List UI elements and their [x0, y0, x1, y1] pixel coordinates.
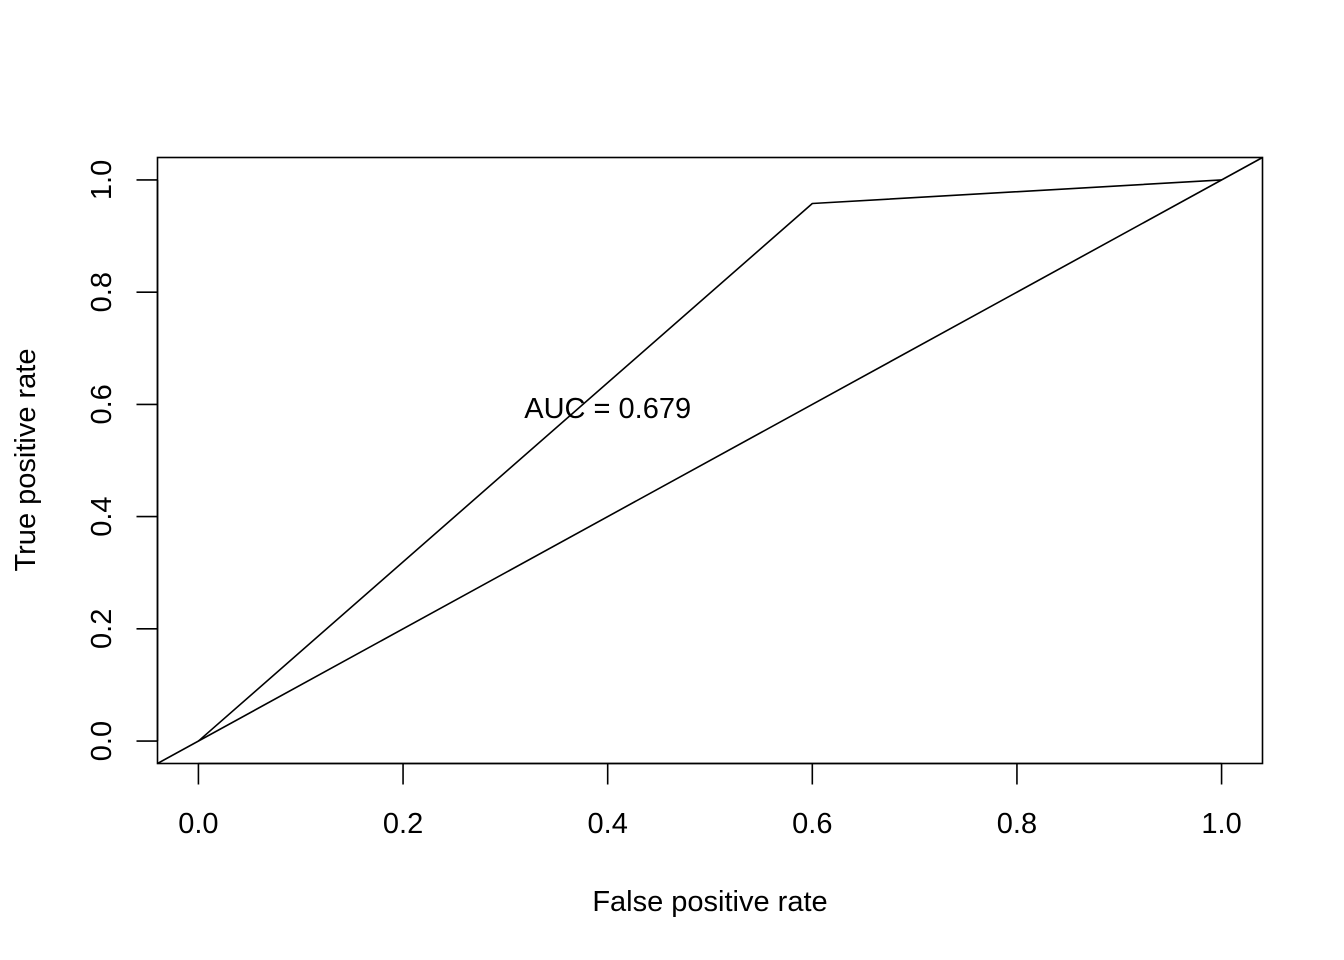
y-tick-label: 0.4 [86, 496, 118, 536]
y-tick-label: 0.2 [86, 609, 118, 649]
y-tick-label: 0.8 [86, 272, 118, 312]
x-tick-label: 0.2 [383, 808, 423, 840]
x-axis-title: False positive rate [592, 886, 827, 918]
roc-curve-line [197, 179, 1222, 742]
x-axis: 0.0 0.2 0.4 0.6 0.8 1.0 [178, 762, 1242, 840]
plot-area: AUC = 0.679 [157, 156, 1263, 765]
x-tick-label: 0.6 [792, 808, 832, 840]
y-tick-label: 1.0 [86, 160, 118, 200]
x-tick-label: 0.4 [588, 808, 628, 840]
auc-annotation: AUC = 0.679 [524, 393, 691, 425]
y-tick-label: 0.0 [86, 721, 118, 761]
x-tick-label: 0.8 [997, 808, 1037, 840]
y-axis: 0.0 0.2 0.4 0.6 0.8 1.0 [86, 160, 159, 761]
y-axis-title: True positive rate [10, 349, 42, 572]
y-tick-label: 0.6 [86, 384, 118, 424]
x-tick-label: 1.0 [1201, 808, 1241, 840]
x-tick-label: 0.0 [178, 808, 218, 840]
reference-diagonal-line [157, 156, 1263, 765]
